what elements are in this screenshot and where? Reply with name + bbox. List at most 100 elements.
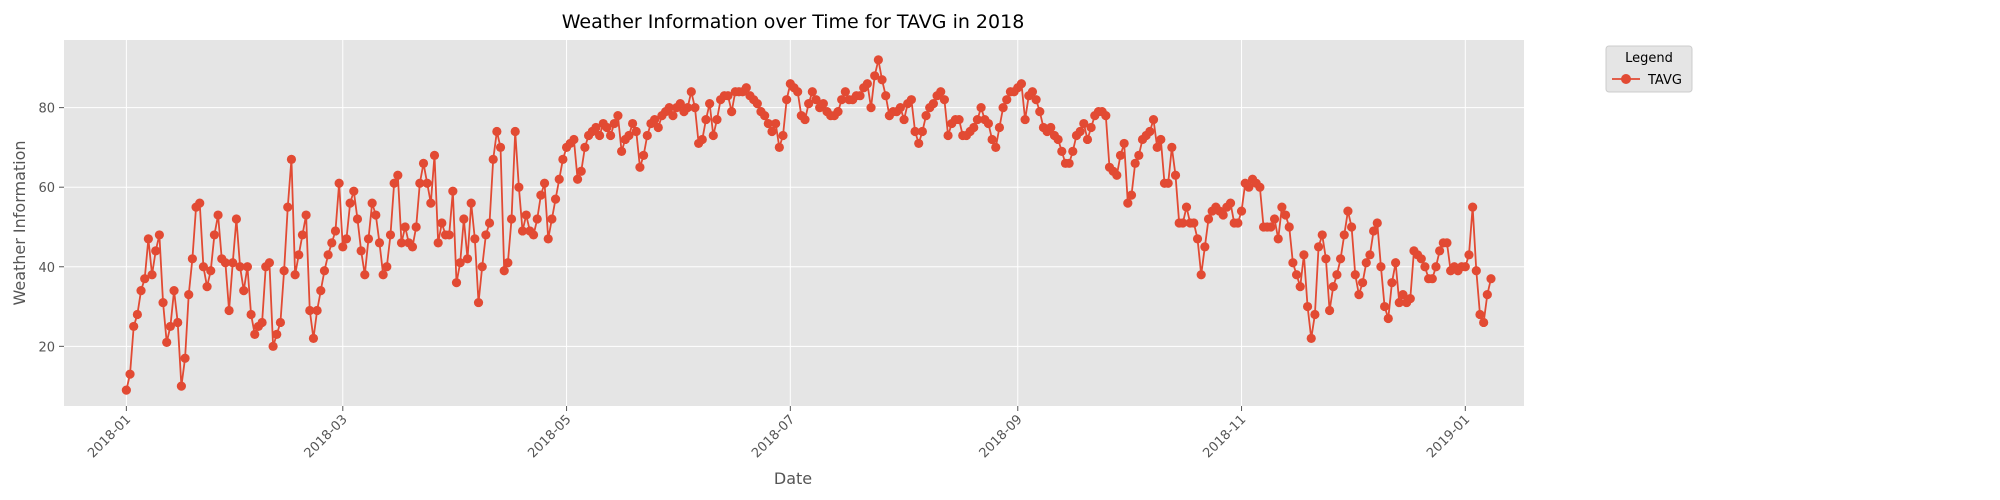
- data-point: [1442, 238, 1452, 248]
- data-point: [268, 341, 278, 351]
- data-point: [752, 99, 762, 109]
- data-point: [393, 170, 403, 180]
- data-point: [180, 353, 190, 363]
- data-point: [1291, 270, 1302, 280]
- data-point: [158, 297, 168, 308]
- legend-entry-label: TAVG: [1647, 73, 1682, 88]
- data-point: [895, 103, 905, 113]
- data-point: [451, 278, 462, 288]
- data-point: [514, 182, 524, 192]
- data-point: [1354, 290, 1364, 300]
- data-point: [899, 114, 909, 125]
- x-tick-label: 2018-09: [977, 412, 1026, 461]
- data-point: [1016, 79, 1027, 89]
- data-point: [1082, 134, 1093, 145]
- data-point: [1361, 258, 1371, 268]
- data-point: [1387, 278, 1397, 288]
- data-point: [466, 198, 476, 208]
- data-point: [363, 234, 374, 244]
- data-point: [760, 110, 770, 121]
- data-point: [1280, 210, 1291, 220]
- data-point: [407, 242, 418, 252]
- x-tick-label: 2018-11: [1200, 412, 1249, 461]
- data-point: [1332, 270, 1342, 280]
- data-point: [125, 369, 135, 379]
- data-point: [668, 110, 678, 121]
- data-point: [506, 214, 517, 224]
- data-point: [609, 118, 619, 129]
- x-axis-ticks: 2018-01 2018-03 2018-05 2018-07 2018-09 2018-…: [85, 406, 1473, 461]
- data-point: [400, 222, 410, 232]
- data-point: [1163, 178, 1173, 188]
- data-point: [297, 230, 308, 240]
- data-point: [1380, 301, 1390, 312]
- data-point: [374, 238, 385, 248]
- data-point: [1189, 218, 1199, 228]
- data-point: [833, 107, 843, 117]
- data-point: [1170, 170, 1181, 180]
- data-point: [594, 130, 605, 141]
- data-point: [782, 95, 792, 105]
- data-point: [664, 103, 674, 113]
- data-point: [914, 138, 924, 149]
- data-point: [389, 178, 399, 188]
- data-point: [151, 246, 161, 256]
- x-tick-label: 2018-07: [749, 412, 798, 461]
- data-point: [741, 83, 751, 93]
- data-point: [228, 258, 238, 268]
- data-point: [1079, 118, 1089, 129]
- data-point: [987, 134, 997, 145]
- data-point: [517, 226, 528, 236]
- data-point: [998, 103, 1008, 113]
- data-point: [1178, 218, 1188, 228]
- data-point: [1126, 190, 1137, 200]
- data-point: [1420, 262, 1430, 272]
- data-point: [653, 122, 663, 133]
- data-point: [165, 321, 175, 332]
- data-point: [1053, 134, 1063, 145]
- chart-title: Weather Information over Time for TAVG i…: [562, 11, 1025, 33]
- data-point: [418, 158, 429, 168]
- data-point: [470, 234, 480, 244]
- data-point: [983, 118, 994, 129]
- data-point: [429, 150, 440, 160]
- data-point: [804, 99, 814, 109]
- data-point: [1156, 134, 1166, 145]
- data-point: [448, 186, 458, 196]
- data-point: [1288, 258, 1298, 268]
- data-point: [422, 178, 432, 188]
- data-point: [279, 266, 289, 276]
- data-point: [352, 214, 363, 224]
- data-point: [1064, 158, 1074, 168]
- data-point: [712, 114, 722, 125]
- data-point: [411, 222, 421, 232]
- data-point: [224, 305, 234, 316]
- data-point: [1031, 95, 1041, 105]
- data-point: [1335, 254, 1346, 264]
- data-point: [147, 270, 157, 280]
- data-point: [173, 317, 183, 328]
- data-point: [444, 230, 454, 240]
- data-point: [371, 210, 381, 220]
- data-point: [220, 258, 231, 268]
- data-point: [943, 130, 953, 141]
- x-tick-label: 2019-01: [1424, 412, 1473, 461]
- data-point: [330, 226, 341, 236]
- data-point: [1167, 142, 1177, 153]
- data-point: [605, 130, 616, 141]
- data-point: [1192, 234, 1203, 244]
- data-point: [349, 186, 359, 196]
- data-point: [338, 242, 348, 252]
- data-point: [1405, 293, 1415, 304]
- data-point: [723, 91, 733, 101]
- data-point: [1427, 274, 1437, 284]
- data-point: [697, 134, 707, 145]
- data-point: [198, 262, 208, 272]
- data-point: [558, 154, 568, 164]
- data-point: [1475, 309, 1485, 320]
- data-point: [154, 230, 164, 240]
- data-point: [301, 210, 311, 220]
- data-point: [1310, 309, 1320, 320]
- data-point: [877, 75, 887, 85]
